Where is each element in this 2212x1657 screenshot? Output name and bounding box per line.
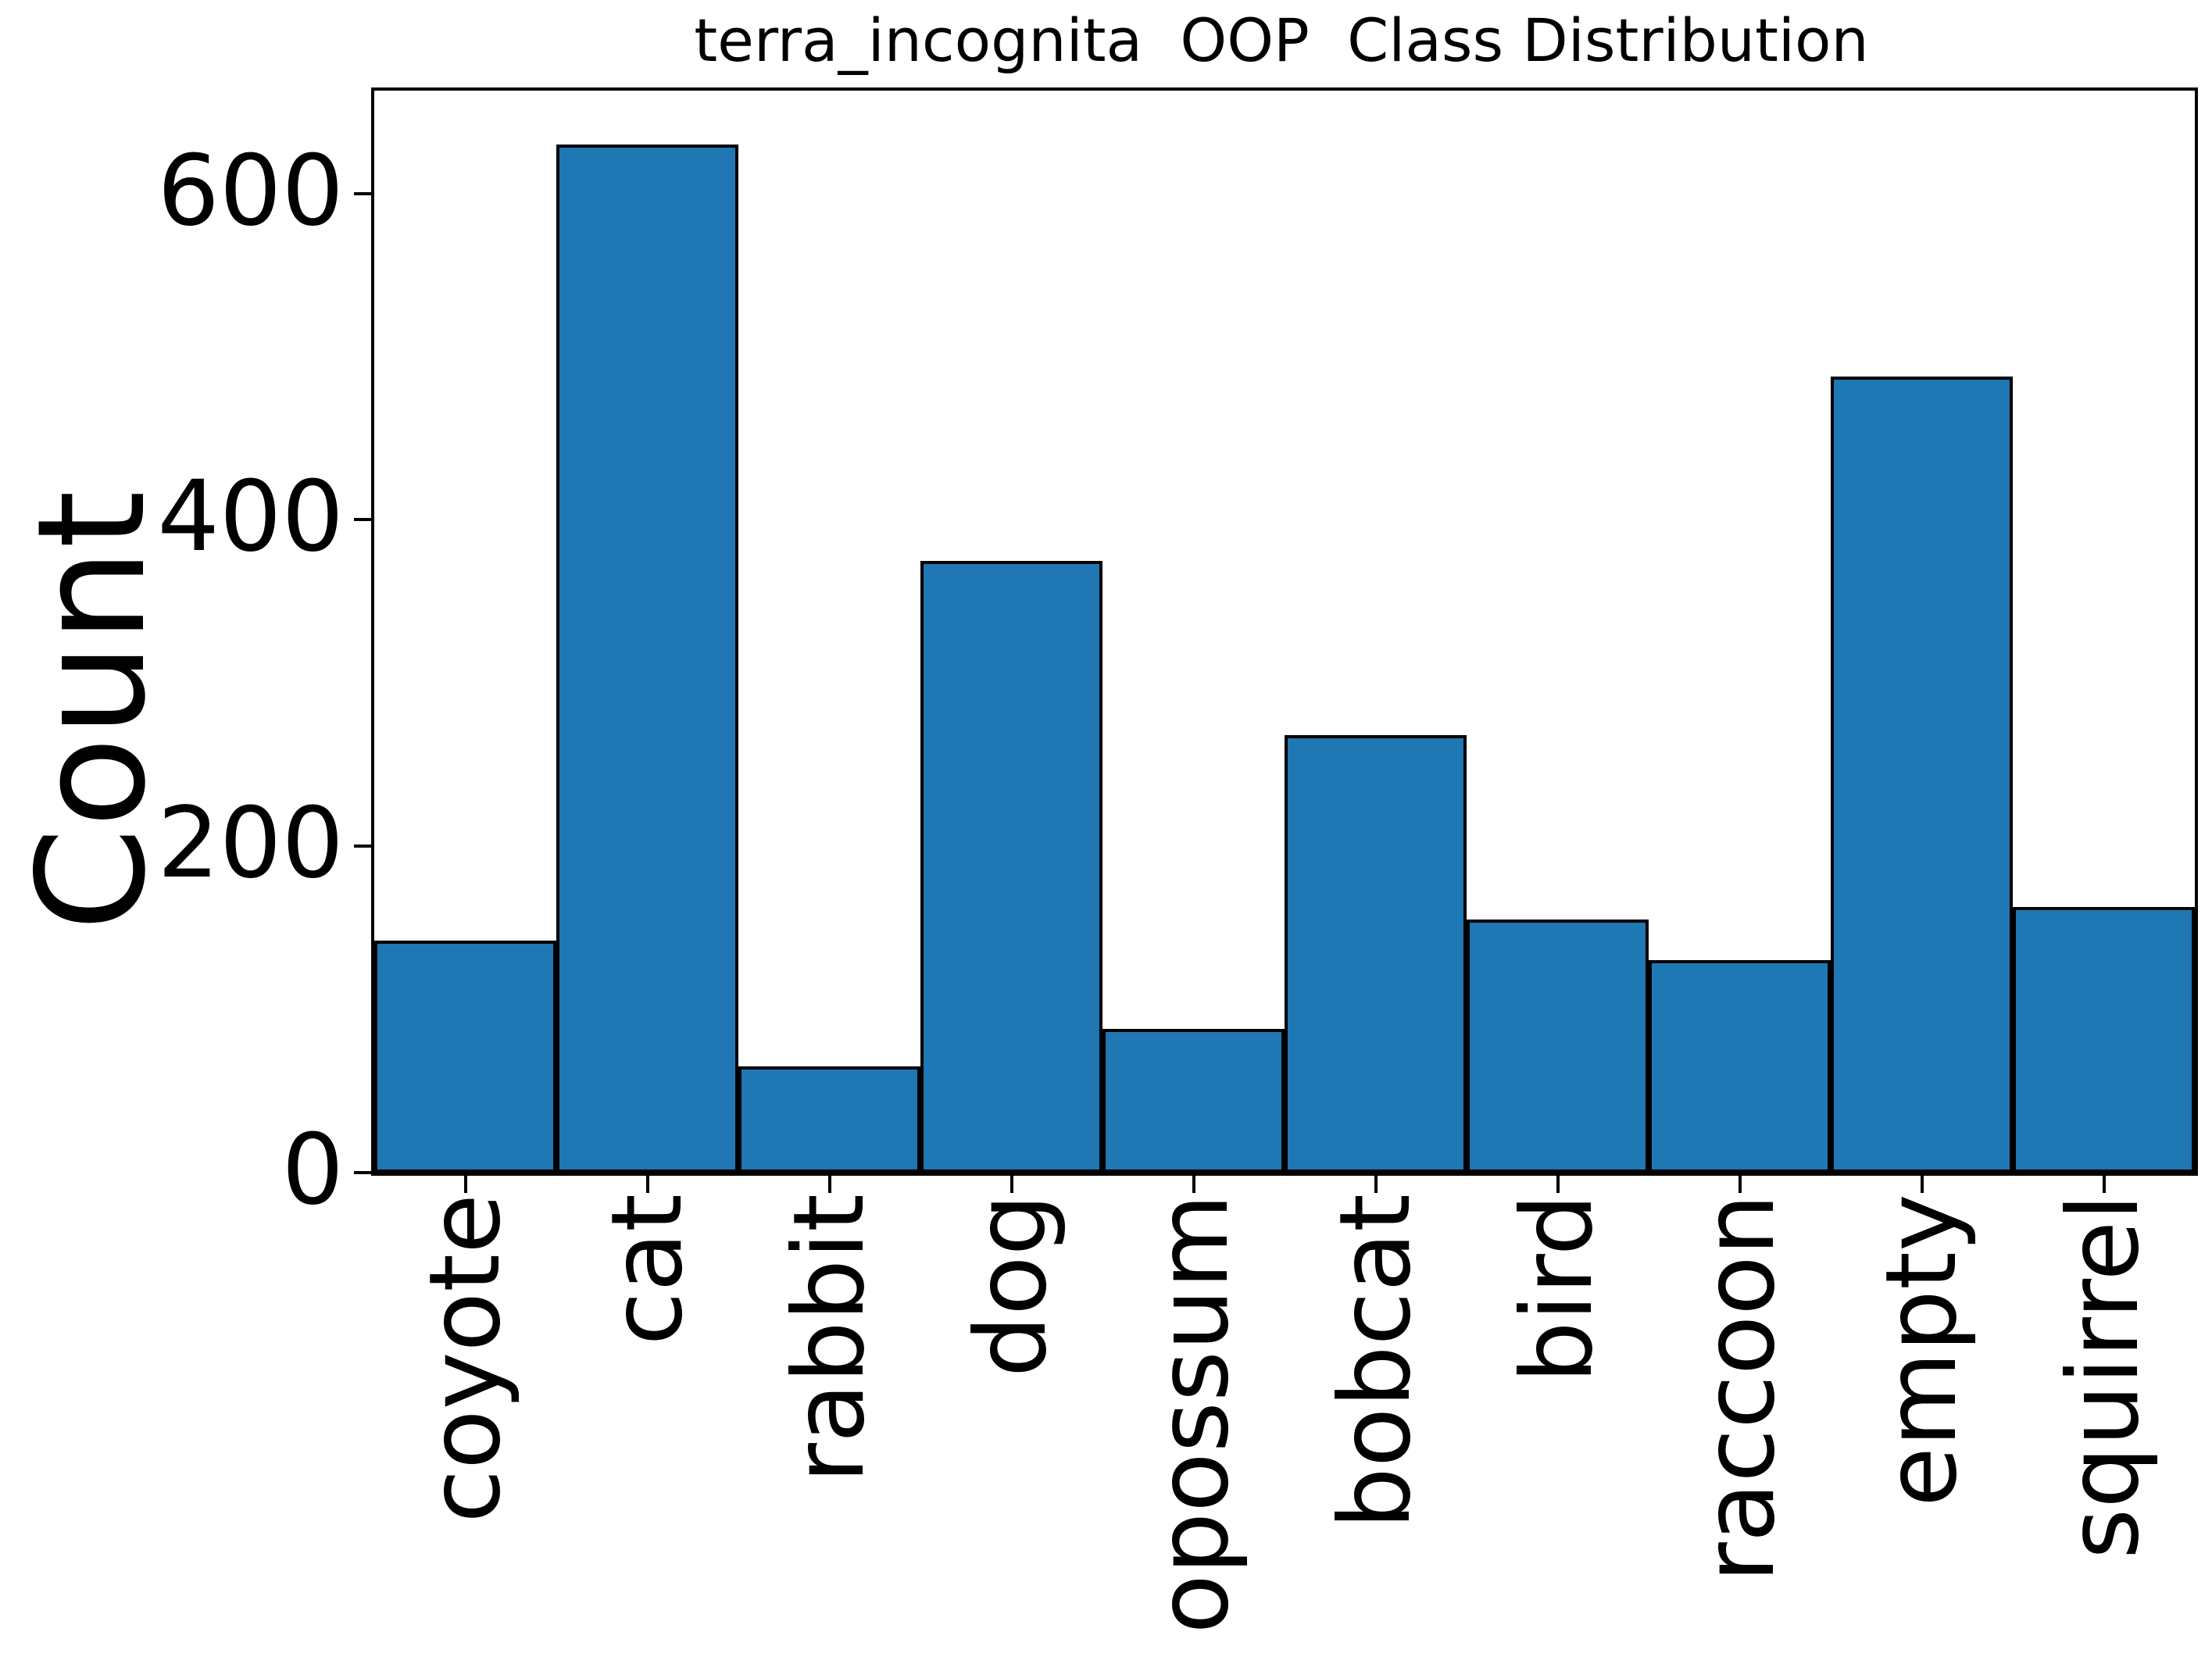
y-tick-label: 0 — [281, 1113, 344, 1227]
y-tick-mark — [354, 1171, 371, 1174]
chart-title: terra_incognita OOP Class Distribution — [694, 5, 1869, 75]
y-tick-mark — [354, 191, 371, 195]
plot-area — [354, 87, 2198, 1193]
bar-cat — [556, 144, 738, 1173]
bar-empty — [1831, 376, 2013, 1173]
x-tick-mark — [1738, 1176, 1742, 1193]
x-tick-mark — [645, 1176, 649, 1193]
x-tick-label-rabbit: rabbit — [772, 1194, 886, 1484]
x-tick-mark — [1920, 1176, 1924, 1193]
x-tick-mark — [827, 1176, 831, 1193]
bar-squirrel — [2013, 906, 2195, 1173]
x-tick-mark — [2102, 1176, 2106, 1193]
x-tick-mark — [1010, 1176, 1013, 1193]
x-tick-mark — [1556, 1176, 1560, 1193]
y-tick-mark — [354, 518, 371, 522]
y-tick-label: 400 — [157, 460, 344, 574]
y-tick-mark — [354, 845, 371, 848]
x-tick-mark — [1192, 1176, 1195, 1193]
x-tick-label-coyote: coyote — [408, 1194, 522, 1523]
bar-coyote — [374, 941, 556, 1173]
x-tick-label-empty: empty — [1864, 1194, 1978, 1508]
x-tick-label-dog: dog — [954, 1194, 1068, 1378]
x-tick-label-opossum: opossum — [1136, 1194, 1250, 1634]
y-tick-label: 200 — [157, 787, 344, 901]
x-tick-label-raccoon: raccoon — [1682, 1194, 1796, 1583]
x-tick-mark — [463, 1176, 467, 1193]
bar-raccoon — [1649, 960, 1831, 1173]
x-tick-mark — [1374, 1176, 1378, 1193]
x-tick-label-cat: cat — [590, 1194, 704, 1346]
x-tick-label-squirrel: squirrel — [2046, 1194, 2160, 1559]
bar-rabbit — [738, 1066, 920, 1173]
bar-bobcat — [1285, 735, 1467, 1173]
bar-opossum — [1102, 1029, 1285, 1173]
x-tick-label-bobcat: bobcat — [1318, 1194, 1432, 1530]
x-tick-label-bird: bird — [1500, 1194, 1614, 1384]
y-tick-label: 600 — [157, 134, 344, 248]
bar-bird — [1467, 920, 1649, 1173]
bar-dog — [920, 560, 1102, 1173]
